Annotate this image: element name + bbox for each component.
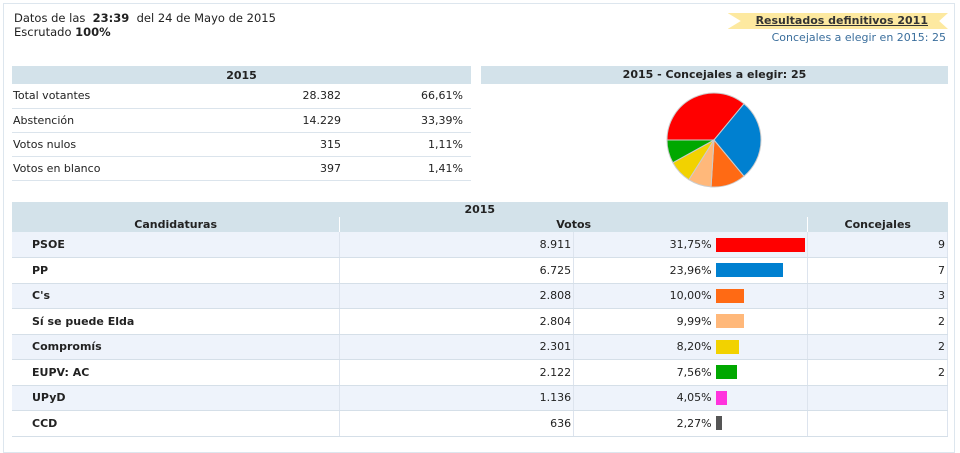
summary-pct: 1,11% xyxy=(349,132,471,157)
summary-value: 14.229 xyxy=(229,108,349,133)
party-bar-cell xyxy=(713,257,809,284)
party-seats: 2 xyxy=(807,308,948,335)
col-candidaturas: Candidaturas xyxy=(12,217,341,232)
party-votes: 8.911 xyxy=(339,232,575,258)
party-name: Sí se puede Elda xyxy=(12,308,341,335)
pie-slice-pp xyxy=(713,103,762,177)
party-seats: 9 xyxy=(807,232,948,258)
col-concejales: Concejales xyxy=(807,217,948,232)
party-bar xyxy=(715,314,744,329)
party-bar xyxy=(715,263,784,278)
results-title: 2015 xyxy=(12,202,948,217)
party-votes: 2.808 xyxy=(339,283,575,309)
table-row: Compromís 2.301 8,20% 2 xyxy=(12,334,948,360)
party-votes: 636 xyxy=(339,410,575,437)
party-name: PSOE xyxy=(12,232,341,258)
party-bar-cell xyxy=(713,410,809,437)
seats-pie-chart xyxy=(666,92,762,188)
party-bar-cell xyxy=(713,308,809,335)
table-row: CCD 636 2,27% xyxy=(12,410,948,437)
summary-row: Votos en blanco 397 1,41% xyxy=(12,156,471,181)
party-bar-cell xyxy=(713,283,809,309)
summary-row: Abstención 14.229 33,39% xyxy=(12,108,471,133)
party-name: EUPV: AC xyxy=(12,359,341,386)
party-seats: 3 xyxy=(807,283,948,309)
col-votos: Votos xyxy=(339,217,809,232)
party-name: C's xyxy=(12,283,341,309)
party-bar xyxy=(715,365,737,380)
party-bar xyxy=(715,288,744,303)
summary-pct: 66,61% xyxy=(349,84,471,109)
party-pct: 2,27% xyxy=(573,410,714,437)
party-votes: 6.725 xyxy=(339,257,575,284)
summary-value: 315 xyxy=(229,132,349,157)
summary-table: 2015 Total votantes 28.382 66,61% Abstenció… xyxy=(12,66,471,181)
party-pct: 7,56% xyxy=(573,359,714,386)
pie-slice-psoe xyxy=(666,92,745,141)
party-name: PP xyxy=(12,257,341,284)
summary-label: Abstención xyxy=(12,108,229,133)
party-votes: 1.136 xyxy=(339,385,575,411)
party-pct: 9,99% xyxy=(573,308,714,335)
party-seats: 2 xyxy=(807,359,948,386)
summary-label: Total votantes xyxy=(12,84,229,109)
summary-pct: 33,39% xyxy=(349,108,471,133)
table-row: EUPV: AC 2.122 7,56% 2 xyxy=(12,359,948,386)
results-table: 2015 Candidaturas Votos Concejales PSOE 8.9… xyxy=(12,202,948,437)
party-seats: 2 xyxy=(807,334,948,360)
summary-row: Votos nulos 315 1,11% xyxy=(12,132,471,157)
party-seats: 7 xyxy=(807,257,948,284)
table-row: PSOE 8.911 31,75% 9 xyxy=(12,232,948,258)
party-bar-cell xyxy=(713,232,809,258)
party-bar xyxy=(715,416,722,431)
table-row: UPyD 1.136 4,05% xyxy=(12,385,948,411)
summary-label: Votos nulos xyxy=(12,132,229,157)
results-2011-link[interactable]: Resultados definitivos 2011 xyxy=(727,13,948,29)
time: 23:39 xyxy=(92,11,130,25)
table-row: Sí se puede Elda 2.804 9,99% 2 xyxy=(12,308,948,335)
pie-slice-eupv-ac xyxy=(666,139,715,164)
summary-value: 397 xyxy=(229,156,349,181)
party-name: UPyD xyxy=(12,385,341,411)
data-info: Datos de las 23:39 del 24 de Mayo de 201… xyxy=(14,11,276,39)
escrutado-value: 100% xyxy=(75,25,111,39)
party-name: Compromís xyxy=(12,334,341,360)
party-pct: 4,05% xyxy=(573,385,714,411)
party-votes: 2.301 xyxy=(339,334,575,360)
party-bar-cell xyxy=(713,359,809,386)
party-bar xyxy=(715,390,727,405)
party-pct: 23,96% xyxy=(573,257,714,284)
summary-value: 28.382 xyxy=(229,84,349,109)
escrutado-label: Escrutado xyxy=(14,25,72,39)
party-pct: 31,75% xyxy=(573,232,714,258)
concejales-info: Concejales a elegir en 2015: 25 xyxy=(771,31,946,44)
party-pct: 8,20% xyxy=(573,334,714,360)
party-bar-cell xyxy=(713,385,809,411)
party-name: CCD xyxy=(12,410,341,437)
party-seats xyxy=(807,410,948,437)
summary-pct: 1,41% xyxy=(349,156,471,181)
date: del 24 de Mayo de 2015 xyxy=(136,11,276,25)
datos-label: Datos de las xyxy=(14,11,86,25)
summary-row: Total votantes 28.382 66,61% xyxy=(12,84,471,109)
party-bar xyxy=(715,237,806,252)
summary-title: 2015 xyxy=(12,66,471,84)
summary-label: Votos en blanco xyxy=(12,156,229,181)
pie-title: 2015 - Concejales a elegir: 25 xyxy=(481,66,948,84)
party-seats xyxy=(807,385,948,411)
party-bar-cell xyxy=(713,334,809,360)
party-votes: 2.804 xyxy=(339,308,575,335)
party-votes: 2.122 xyxy=(339,359,575,386)
table-row: PP 6.725 23,96% 7 xyxy=(12,257,948,284)
party-bar xyxy=(715,339,739,354)
table-row: C's 2.808 10,00% 3 xyxy=(12,283,948,309)
party-pct: 10,00% xyxy=(573,283,714,309)
